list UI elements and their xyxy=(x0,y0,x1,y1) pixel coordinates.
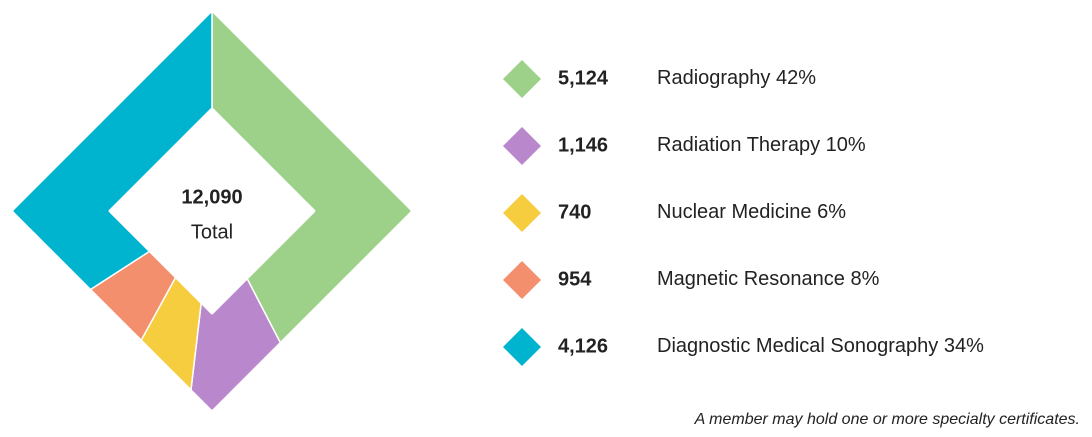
legend: 5,124 Radiography 42% 1,146 Radiation Thera… xyxy=(503,60,984,366)
legend-value: 5,124 xyxy=(558,67,609,89)
legend-value: 1,146 xyxy=(558,134,608,156)
legend-percent: 6% xyxy=(817,201,846,223)
segment xyxy=(11,10,213,291)
legend-swatch xyxy=(503,194,541,232)
donut xyxy=(11,10,412,412)
legend-label: Diagnostic Medical Sonography 34% xyxy=(657,335,984,357)
legend-name: Diagnostic Medical Sonography xyxy=(657,335,938,357)
legend-percent: 34% xyxy=(944,335,984,357)
legend-label: Radiation Therapy 10% xyxy=(657,134,866,156)
legend-label: Radiography 42% xyxy=(657,67,816,89)
legend-swatch xyxy=(503,127,541,165)
legend-name: Nuclear Medicine xyxy=(657,201,812,223)
legend-percent: 42% xyxy=(776,67,816,89)
legend-label: Nuclear Medicine 6% xyxy=(657,201,846,223)
legend-percent: 10% xyxy=(826,134,866,156)
legend-name: Radiation Therapy xyxy=(657,134,820,156)
legend-label: Magnetic Resonance 8% xyxy=(657,268,880,290)
legend-swatch xyxy=(503,328,541,366)
legend-name: Radiography xyxy=(657,67,770,89)
note: A member may hold one or more specialty … xyxy=(694,411,1080,428)
legend-percent: 8% xyxy=(850,268,879,290)
legend-value: 740 xyxy=(558,201,591,223)
total-text: Total xyxy=(191,221,233,243)
legend-value: 954 xyxy=(558,268,592,290)
legend-swatch xyxy=(503,261,541,299)
legend-swatch xyxy=(503,60,541,98)
total-value: 12,090 xyxy=(181,186,242,208)
legend-name: Magnetic Resonance xyxy=(657,268,845,290)
legend-value: 4,126 xyxy=(558,335,608,357)
